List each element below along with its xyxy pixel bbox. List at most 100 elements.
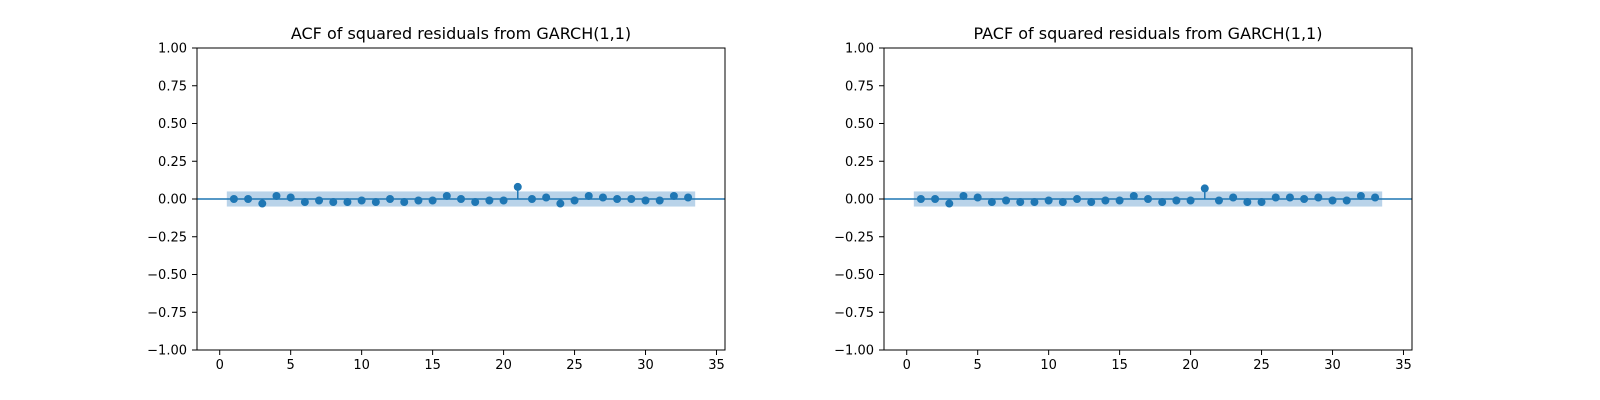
pacf-point (959, 191, 968, 200)
acf-point (684, 193, 693, 202)
acf-x-tick-label: 5 (287, 358, 295, 373)
acf-point (584, 191, 593, 200)
acf-point (300, 198, 309, 207)
pacf-point (1342, 196, 1351, 205)
pacf-point (945, 199, 954, 208)
acf-x-tick-label: 10 (353, 358, 370, 373)
pacf-panel: 0 5 10 15 20 25 30 35 −1.00 −0.75 −0.50 −0.25 0.00 0.… (834, 24, 1413, 373)
pacf-y-tick-label: −0.25 (834, 230, 874, 245)
acf-point (244, 195, 253, 203)
pacf-point (1158, 198, 1167, 207)
pacf-point (1214, 196, 1223, 205)
acf-point (598, 193, 607, 202)
pacf-point (1186, 196, 1195, 205)
pacf-point (973, 193, 982, 202)
pacf-point (1129, 191, 1138, 200)
acf-point (613, 195, 622, 203)
pacf-point (1044, 196, 1053, 205)
acf-y-tick-label: 0.25 (158, 155, 187, 170)
pacf-x-tick-label: 35 (1395, 358, 1412, 373)
pacf-point (1073, 195, 1082, 203)
pacf-point (987, 198, 996, 207)
acf-point (655, 196, 664, 205)
pacf-point (1328, 196, 1337, 205)
pacf-x-tick-label: 0 (903, 358, 911, 373)
pacf-y-tick-label: −0.75 (834, 306, 874, 321)
pacf-point (1285, 193, 1294, 202)
acf-point (556, 199, 565, 208)
pacf-point (1371, 193, 1380, 202)
acf-point (570, 196, 579, 205)
pacf-point (916, 195, 925, 203)
pacf-point (1016, 198, 1025, 207)
acf-y-tick-label: −0.50 (147, 268, 187, 283)
acf-x-tick-label: 25 (566, 358, 583, 373)
pacf-point (1087, 198, 1096, 207)
acf-point (641, 196, 650, 205)
acf-x-tick-label: 35 (708, 358, 725, 373)
pacf-point (1229, 193, 1238, 202)
acf-y-tick-label: −1.00 (147, 344, 187, 359)
pacf-point (1356, 191, 1365, 200)
pacf-x-tick-label: 15 (1111, 358, 1128, 373)
acf-point (442, 191, 451, 200)
pacf-point (1271, 193, 1280, 202)
pacf-x-tick-label: 25 (1253, 358, 1270, 373)
pacf-title: PACF of squared residuals from GARCH(1,1… (974, 24, 1323, 43)
pacf-point (1257, 198, 1266, 207)
acf-point (542, 193, 551, 202)
acf-point (457, 195, 465, 203)
pacf-x-tick-label: 10 (1040, 358, 1057, 373)
acf-point (315, 196, 324, 205)
acf-point (329, 198, 338, 207)
pacf-y-tick-label: 0.50 (845, 117, 874, 132)
pacf-point (1101, 196, 1110, 205)
acf-point (499, 196, 508, 205)
pacf-y-tick-label: 0.25 (845, 155, 874, 170)
pacf-point (931, 195, 940, 203)
acf-point (371, 198, 380, 207)
acf-point (357, 196, 366, 205)
pacf-point (1314, 193, 1323, 202)
acf-y-tick-label: 1.00 (158, 42, 187, 57)
pacf-point (1002, 196, 1011, 205)
acf-point (627, 195, 636, 203)
pacf-y-tick-label: 1.00 (845, 42, 874, 57)
acf-point (343, 198, 352, 207)
acf-y-tick-label: 0.75 (158, 79, 187, 94)
acf-point (400, 198, 409, 207)
acf-y-tick-label: −0.75 (147, 306, 187, 321)
acf-point (485, 196, 494, 205)
acf-point (286, 193, 295, 202)
pacf-y-tick-label: 0.00 (845, 193, 874, 208)
acf-point (527, 195, 536, 203)
pacf-point (1115, 196, 1124, 205)
pacf-y-tick-label: −0.50 (834, 268, 874, 283)
pacf-point (1058, 198, 1067, 207)
acf-y-tick-label: 0.00 (158, 193, 187, 208)
pacf-point (1030, 198, 1039, 207)
acf-y-tick-label: 0.50 (158, 117, 187, 132)
acf-point (471, 198, 480, 207)
acf-point (513, 182, 522, 191)
acf-point (428, 196, 437, 205)
acf-point (414, 196, 423, 205)
acf-title: ACF of squared residuals from GARCH(1,1) (291, 24, 631, 43)
acf-point (669, 191, 678, 200)
acf-point (272, 191, 281, 200)
acf-x-tick-label: 15 (424, 358, 441, 373)
acf-x-tick-label: 0 (216, 358, 224, 373)
acf-point (229, 195, 238, 203)
pacf-point (1243, 198, 1252, 207)
acf-x-tick-label: 20 (495, 358, 512, 373)
pacf-x-tick-label: 20 (1182, 358, 1199, 373)
pacf-y-tick-label: −1.00 (834, 344, 874, 359)
acf-point (258, 199, 267, 208)
acf-y-tick-label: −0.25 (147, 230, 187, 245)
pacf-point (1144, 195, 1152, 203)
pacf-y-tick-label: 0.75 (845, 79, 874, 94)
pacf-x-tick-label: 30 (1324, 358, 1341, 373)
pacf-point (1300, 195, 1309, 203)
pacf-x-tick-label: 5 (974, 358, 982, 373)
